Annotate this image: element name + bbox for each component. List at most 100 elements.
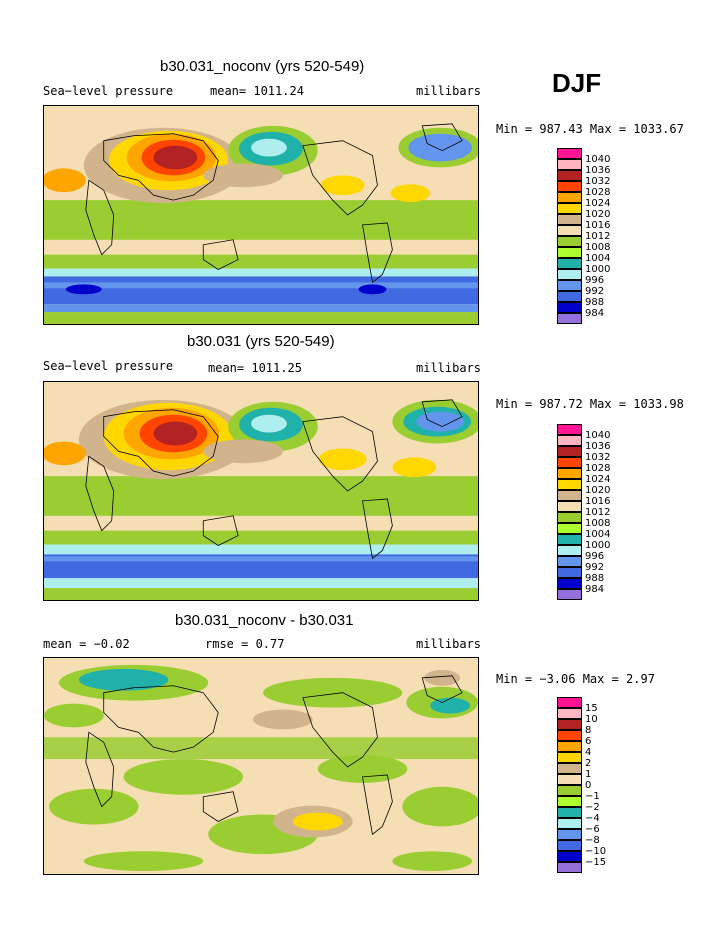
panel-1-tropical-band	[44, 200, 478, 240]
panel-2-aleutian-low	[251, 414, 287, 433]
panel-1-legend-swatch	[557, 159, 582, 170]
panel-1-legend-swatch	[557, 214, 582, 225]
panel-3-coastlines	[85, 675, 463, 836]
panel-2-legend-label: 1016	[585, 496, 611, 507]
panel-3-mean-label: mean = −0.02	[43, 637, 130, 651]
panel-2-contour-plot	[44, 382, 478, 600]
panel-1-legend-label: 1008	[585, 242, 611, 253]
panel-3-legend-label: −2	[585, 802, 600, 813]
panel-3-legend-label: 15	[585, 703, 598, 714]
panel-2-legend-swatch	[557, 512, 582, 523]
panel-3-minmax: Min = −3.06 Max = 2.97	[496, 672, 655, 686]
panel-3-legend-label: 10	[585, 714, 598, 725]
panel-1-units-label: millibars	[416, 84, 482, 98]
panel-1-minmax: Min = 987.43 Max = 1033.67	[496, 122, 684, 136]
panel-2-legend-label: 1040	[585, 430, 611, 441]
panel-1-legend-swatch	[557, 269, 582, 280]
panel-1-legend-swatch	[557, 203, 582, 214]
panel-1-legend-swatch	[557, 302, 582, 313]
panel-1-legend-swatch	[557, 313, 582, 324]
panel-1-legend-swatch	[557, 170, 582, 181]
panel-3-map	[43, 657, 479, 875]
panel-1-map	[43, 105, 479, 325]
panel-2-coastlines	[85, 399, 463, 560]
panel-2-legend-swatch	[557, 578, 582, 589]
panel-2-legend-label: 1032	[585, 452, 611, 463]
panel-1-southern-low-band	[44, 276, 478, 305]
panel-3-legend-swatch	[557, 719, 582, 730]
panel-2-legend-label: 992	[585, 562, 605, 573]
panel-2-legend-swatch	[557, 556, 582, 567]
panel-3-legend-swatch	[557, 752, 582, 763]
panel-1-legend-swatch	[557, 280, 582, 291]
panel-1-legend-label: 1032	[585, 176, 611, 187]
panel-2-legend-swatch	[557, 501, 582, 512]
panel-1-legend-swatch	[557, 225, 582, 236]
season-label: DJF	[552, 68, 602, 98]
panel-3-positive-anomaly	[292, 812, 343, 831]
panel-1-legend-label: 1040	[585, 154, 611, 165]
panel-2-legend-swatch	[557, 534, 582, 545]
panel-3-legend-label: −15	[585, 857, 607, 868]
panel-1-title: b30.031_noconv (yrs 520-549)	[160, 58, 365, 75]
panel-1-siberian-high	[153, 145, 198, 170]
panel-3-legend-swatch	[557, 840, 582, 851]
panel-3-legend-label: 4	[585, 747, 592, 758]
panel-3-legend-swatch	[557, 697, 582, 708]
panel-3-legend-label: −6	[585, 824, 600, 835]
panel-1-legend-swatch	[557, 258, 582, 269]
panel-2-legend-swatch	[557, 567, 582, 578]
panel-1-legend-label: 1036	[585, 165, 611, 176]
panel-3-legend-label: −1	[585, 791, 600, 802]
panel-3-legend-swatch	[557, 774, 582, 785]
panel-1-legend-swatch	[557, 291, 582, 302]
panel-2-tropical-band	[44, 476, 478, 516]
panel-2-legend-swatch	[557, 479, 582, 490]
panel-3-legend-swatch	[557, 730, 582, 741]
panel-1-legend-label: 996	[585, 275, 605, 286]
panel-1-contour-plot	[44, 106, 478, 324]
panel-1-legend-label: 1024	[585, 198, 611, 209]
panel-2-legend-swatch	[557, 435, 582, 446]
panel-1-legend-label: 1016	[585, 220, 611, 231]
panel-2-legend-label: 996	[585, 551, 605, 562]
panel-1-icelandic-low	[408, 133, 473, 162]
panel-3-legend-swatch	[557, 796, 582, 807]
panel-3-legend-swatch	[557, 862, 582, 873]
panel-1-legend-swatch	[557, 236, 582, 247]
panel-1-legend-label: 1000	[585, 264, 611, 275]
panel-1-legend-label: 988	[585, 297, 605, 308]
panel-2-legend-swatch	[557, 424, 582, 435]
panel-3-legend-swatch	[557, 785, 582, 796]
panel-2-mean-label: mean= 1011.25	[208, 361, 302, 375]
panel-3-legend-swatch	[557, 851, 582, 862]
panel-3-legend-label: 2	[585, 758, 592, 769]
panel-2-icelandic-low	[416, 411, 465, 432]
panel-2-title: b30.031 (yrs 520-549)	[187, 333, 335, 350]
panel-2-legend-label: 1008	[585, 518, 611, 529]
panel-3-legend-swatch	[557, 807, 582, 818]
panel-1-variable-label: Sea−level pressure	[43, 84, 174, 98]
panel-1-legend-label: 992	[585, 286, 605, 297]
panel-3-legend-label: −4	[585, 813, 600, 824]
panel-3-rmse-label: rmse = 0.77	[205, 637, 285, 651]
panel-2-siberian-high	[153, 421, 198, 446]
panel-2-legend-label: 984	[585, 584, 605, 595]
panel-2-legend-swatch	[557, 446, 582, 457]
panel-3-legend-label: 0	[585, 780, 592, 791]
panel-2-legend-label: 1024	[585, 474, 611, 485]
panel-3-legend-label: −10	[585, 846, 607, 857]
panel-1-legend-label: 1004	[585, 253, 611, 264]
panel-3-legend-swatch	[557, 741, 582, 752]
panel-2-legend-label: 1000	[585, 540, 611, 551]
panel-2-legend-swatch	[557, 468, 582, 479]
panel-1-mean-label: mean= 1011.24	[210, 84, 304, 98]
panel-3-units-label: millibars	[416, 637, 482, 651]
panel-2-map	[43, 381, 479, 601]
panel-3-negative-anomaly	[78, 668, 169, 691]
panel-1-legend-label: 1020	[585, 209, 611, 220]
panel-2-legend-swatch	[557, 457, 582, 468]
panel-3-legend-swatch	[557, 763, 582, 774]
panel-2-legend-swatch	[557, 490, 582, 501]
panel-1-legend-swatch	[557, 247, 582, 258]
